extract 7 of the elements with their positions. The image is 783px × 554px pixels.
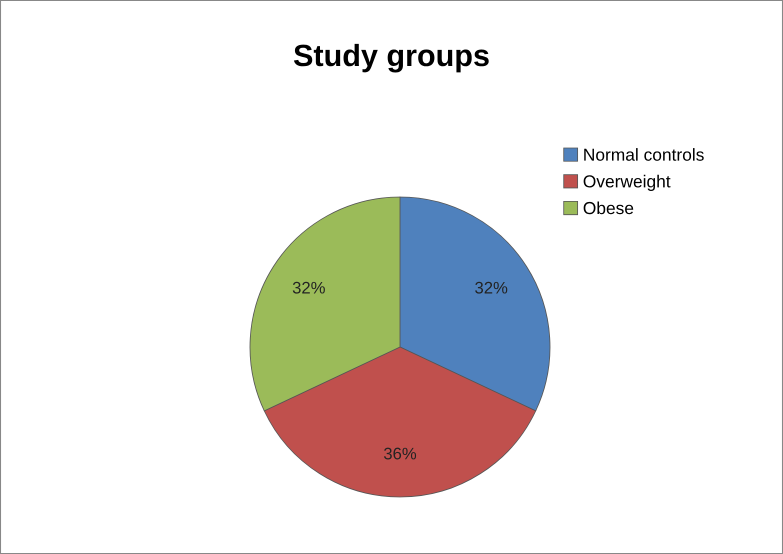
legend-label: Overweight bbox=[584, 174, 670, 191]
legend-label: Obese bbox=[584, 201, 634, 214]
data-label: 32% bbox=[292, 282, 325, 294]
legend-label: Normal controls bbox=[584, 148, 704, 161]
data-label: 36% bbox=[384, 448, 416, 460]
data-label: 32% bbox=[475, 282, 508, 294]
chart-title: Study groups bbox=[294, 44, 489, 72]
